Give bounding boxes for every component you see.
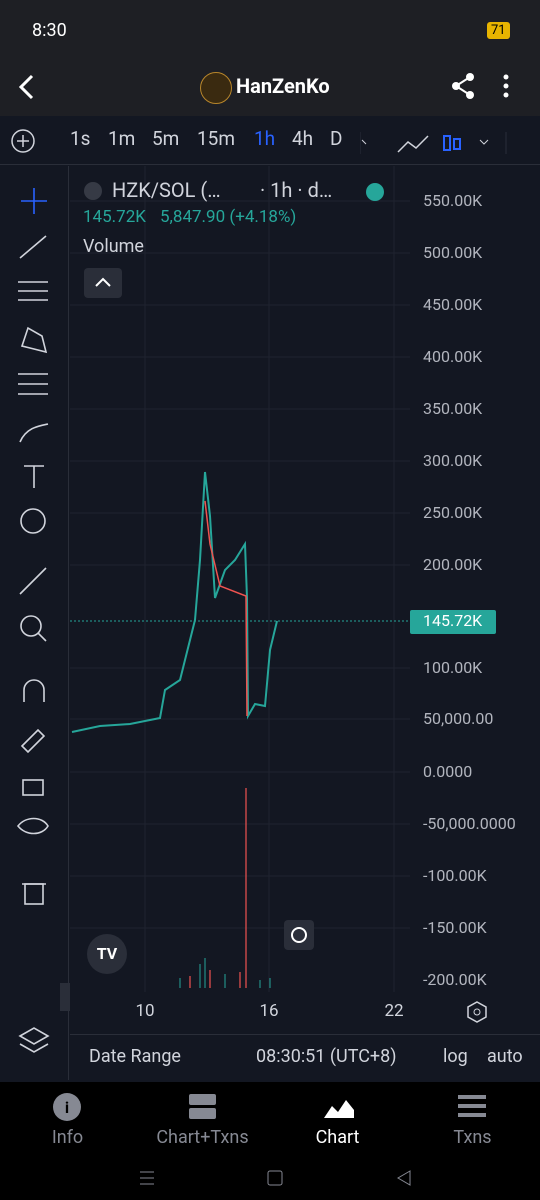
back-button[interactable] bbox=[14, 72, 40, 102]
nav-item[interactable]: Chart+Txns bbox=[156, 1127, 249, 1148]
y-tick-label: 450.00K bbox=[423, 295, 483, 314]
svg-text:TV: TV bbox=[97, 944, 118, 963]
y-tick-label: 400.00K bbox=[423, 347, 483, 366]
legend-price: 145.72K bbox=[83, 207, 146, 227]
nav-item[interactable]: Chart bbox=[315, 1127, 360, 1148]
date-range-button[interactable]: Date Range bbox=[89, 1046, 181, 1067]
y-tick-label: -150.00K bbox=[423, 918, 487, 937]
settings-button[interactable] bbox=[464, 999, 490, 1025]
y-tick-label: 300.00K bbox=[423, 451, 483, 470]
footer-bar: Date Range 08:30:51 (UTC+8) log auto bbox=[70, 1034, 540, 1081]
interval-button[interactable]: 1h bbox=[254, 127, 276, 150]
y-tick-label: 200.00K bbox=[423, 555, 483, 574]
interval-button[interactable]: 1s bbox=[70, 127, 91, 150]
svg-text:i: i bbox=[65, 1098, 69, 1117]
battery: 71 bbox=[487, 22, 510, 39]
y-tick-label: 0.0000 bbox=[423, 762, 473, 781]
logo bbox=[200, 72, 232, 104]
share-button[interactable] bbox=[450, 72, 478, 100]
chart-area: TV bbox=[70, 166, 540, 992]
system-nav bbox=[140, 1170, 411, 1186]
drawing-tools bbox=[0, 166, 69, 1080]
toolbar: 1s 1m 5m 15m 1h 4h D bbox=[0, 118, 540, 165]
interval-button[interactable]: 5m bbox=[152, 127, 180, 150]
y-tick-label: -100.00K bbox=[423, 866, 487, 885]
nav-item[interactable]: Info bbox=[51, 1127, 84, 1148]
bottom-nav: i Info Chart+Txns Chart Txns bbox=[0, 1082, 540, 1200]
current-price-tag: 145.72K bbox=[423, 611, 483, 630]
log-toggle[interactable]: log bbox=[443, 1046, 468, 1067]
y-tick-label: 100.00K bbox=[423, 658, 483, 677]
collapse-handle[interactable] bbox=[60, 983, 70, 1011]
interval-button[interactable]: 4h bbox=[292, 127, 314, 150]
header: HanZenKo bbox=[0, 60, 540, 116]
y-tick-label: 550.00K bbox=[423, 191, 483, 210]
legend-change: 5,847.90 (+4.18%) bbox=[160, 207, 297, 227]
interval-button[interactable]: 15m bbox=[197, 127, 236, 150]
more-button[interactable] bbox=[498, 72, 514, 102]
y-tick-label: -50,000.0000 bbox=[423, 814, 516, 833]
clock: 08:30:51 (UTC+8) bbox=[256, 1046, 397, 1067]
auto-toggle[interactable]: auto bbox=[487, 1046, 523, 1067]
add-indicator[interactable] bbox=[10, 128, 38, 156]
nav-item[interactable]: Txns bbox=[453, 1127, 492, 1148]
x-tick-label: 10 bbox=[135, 1001, 155, 1021]
y-tick-label: 250.00K bbox=[423, 503, 483, 522]
status-bar: 8:30 71 bbox=[0, 0, 540, 60]
y-tick-label: -200.00K bbox=[423, 970, 487, 989]
price-candles-down bbox=[204, 500, 248, 717]
symbol: HZK/SOL (… bbox=[112, 178, 221, 202]
volume-label: Volume bbox=[83, 236, 144, 257]
x-tick-label: 22 bbox=[384, 1001, 404, 1021]
header-title: HanZenKo bbox=[236, 74, 330, 98]
y-tick-label: 500.00K bbox=[423, 243, 483, 262]
nav-icons: i bbox=[53, 1093, 486, 1121]
interval-label: · 1h · d… bbox=[260, 178, 333, 202]
status-time: 8:30 bbox=[32, 20, 67, 41]
interval-button[interactable]: D bbox=[330, 127, 343, 150]
y-tick-label: 50,000.00 bbox=[423, 709, 494, 728]
chart-type-icons[interactable] bbox=[360, 130, 540, 156]
y-tick-label: 350.00K bbox=[423, 399, 483, 418]
tool-icons[interactable] bbox=[0, 166, 68, 1080]
interval-button[interactable]: 1m bbox=[108, 127, 136, 150]
x-tick-label: 16 bbox=[259, 1001, 279, 1021]
